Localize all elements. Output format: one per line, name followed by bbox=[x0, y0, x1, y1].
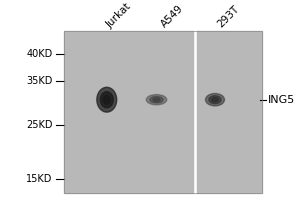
Ellipse shape bbox=[206, 93, 224, 106]
Text: 40KD: 40KD bbox=[26, 49, 53, 59]
Ellipse shape bbox=[100, 92, 113, 108]
Text: 15KD: 15KD bbox=[26, 174, 53, 184]
Ellipse shape bbox=[103, 95, 110, 104]
Text: ING5: ING5 bbox=[268, 95, 295, 105]
Ellipse shape bbox=[212, 98, 218, 102]
Bar bbox=[64, 31, 262, 193]
Text: 25KD: 25KD bbox=[26, 120, 53, 130]
Ellipse shape bbox=[150, 96, 163, 103]
Ellipse shape bbox=[153, 98, 160, 102]
Text: 293T: 293T bbox=[215, 4, 241, 30]
Ellipse shape bbox=[146, 95, 167, 105]
Text: A549: A549 bbox=[160, 3, 186, 30]
Text: 35KD: 35KD bbox=[26, 76, 53, 86]
Ellipse shape bbox=[97, 87, 117, 112]
Ellipse shape bbox=[209, 96, 221, 104]
Text: Jurkat: Jurkat bbox=[104, 1, 133, 30]
Bar bbox=[64, 31, 262, 193]
